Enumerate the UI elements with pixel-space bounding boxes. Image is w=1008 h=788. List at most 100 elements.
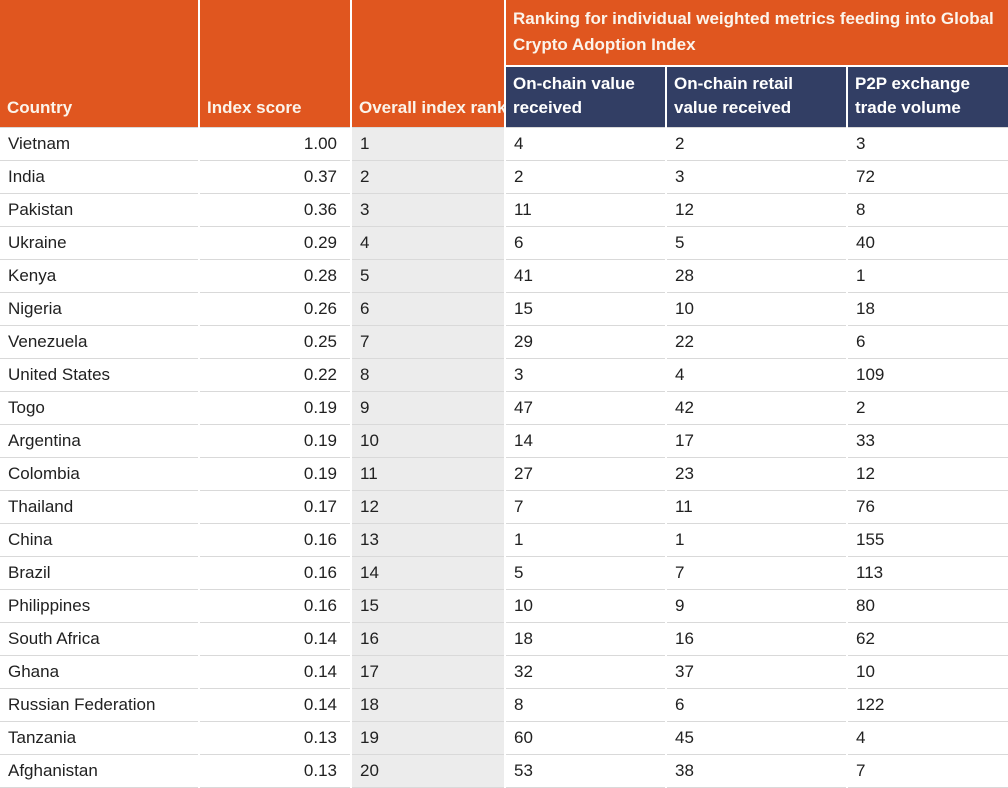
cell-onchain-value-received: 5 [504,556,666,590]
table-row: Nigeria 0.26 6 15 10 18 [0,292,1008,326]
cell-country: South Africa [0,622,199,656]
cell-overall-index-ranking: 4 [350,226,505,260]
cell-overall-index-ranking: 6 [350,292,505,326]
cell-country: Ghana [0,655,199,689]
cell-overall-index-ranking: 2 [350,160,505,194]
cell-index-score: 0.25 [198,325,351,359]
table-row: Thailand 0.17 12 7 11 76 [0,490,1008,524]
cell-overall-index-ranking: 11 [350,457,505,491]
cell-onchain-retail-value-received: 4 [665,358,847,392]
cell-overall-index-ranking: 17 [350,655,505,689]
cell-overall-index-ranking: 19 [350,721,505,755]
cell-onchain-value-received: 60 [504,721,666,755]
cell-onchain-retail-value-received: 17 [665,424,847,458]
cell-onchain-value-received: 11 [504,193,666,227]
cell-onchain-value-received: 29 [504,325,666,359]
cell-overall-index-ranking: 5 [350,259,505,293]
cell-onchain-value-received: 6 [504,226,666,260]
cell-p2p-exchange-trade-volume: 80 [845,589,1008,623]
table-row: Brazil 0.16 14 5 7 113 [0,556,1008,590]
header-row-group: Country Index score Overall index rankin… [0,0,1008,128]
cell-onchain-value-received: 15 [504,292,666,326]
cell-index-score: 0.29 [198,226,351,260]
cell-overall-index-ranking: 8 [350,358,505,392]
cell-onchain-retail-value-received: 45 [665,721,847,755]
cell-index-score: 0.13 [198,754,351,788]
column-header-onchain-retail-value-received: On-chain retail value received [665,65,847,128]
table-row: India 0.37 2 2 3 72 [0,160,1008,194]
table-row: Venezuela 0.25 7 29 22 6 [0,325,1008,359]
cell-onchain-retail-value-received: 42 [665,391,847,425]
cell-p2p-exchange-trade-volume: 122 [845,688,1008,722]
column-header-overall-index-ranking: Overall index ranking [350,0,505,128]
cell-index-score: 0.37 [198,160,351,194]
cell-onchain-retail-value-received: 2 [665,127,847,161]
cell-onchain-value-received: 47 [504,391,666,425]
cell-overall-index-ranking: 3 [350,193,505,227]
cell-p2p-exchange-trade-volume: 6 [845,325,1008,359]
cell-overall-index-ranking: 1 [350,127,505,161]
cell-index-score: 0.14 [198,688,351,722]
cell-p2p-exchange-trade-volume: 7 [845,754,1008,788]
cell-country: Colombia [0,457,199,491]
cell-index-score: 0.16 [198,589,351,623]
table-row: Vietnam 1.00 1 4 2 3 [0,127,1008,161]
cell-onchain-retail-value-received: 22 [665,325,847,359]
cell-p2p-exchange-trade-volume: 8 [845,193,1008,227]
cell-country: Thailand [0,490,199,524]
table-row: South Africa 0.14 16 18 16 62 [0,622,1008,656]
cell-onchain-retail-value-received: 38 [665,754,847,788]
cell-overall-index-ranking: 14 [350,556,505,590]
table-row: Colombia 0.19 11 27 23 12 [0,457,1008,491]
cell-onchain-value-received: 3 [504,358,666,392]
cell-index-score: 0.22 [198,358,351,392]
cell-overall-index-ranking: 20 [350,754,505,788]
cell-index-score: 0.19 [198,457,351,491]
cell-index-score: 0.16 [198,556,351,590]
cell-country: Togo [0,391,199,425]
cell-index-score: 0.19 [198,424,351,458]
cell-index-score: 0.16 [198,523,351,557]
table-row: United States 0.22 8 3 4 109 [0,358,1008,392]
cell-p2p-exchange-trade-volume: 76 [845,490,1008,524]
cell-onchain-retail-value-received: 9 [665,589,847,623]
column-header-onchain-value-received: On-chain value received [504,65,666,128]
cell-onchain-retail-value-received: 12 [665,193,847,227]
cell-onchain-retail-value-received: 6 [665,688,847,722]
cell-country: Philippines [0,589,199,623]
cell-overall-index-ranking: 12 [350,490,505,524]
cell-onchain-retail-value-received: 10 [665,292,847,326]
cell-country: Russian Federation [0,688,199,722]
cell-country: Vietnam [0,127,199,161]
cell-p2p-exchange-trade-volume: 33 [845,424,1008,458]
cell-p2p-exchange-trade-volume: 2 [845,391,1008,425]
table-row: Kenya 0.28 5 41 28 1 [0,259,1008,293]
column-header-country: Country [0,0,199,128]
cell-onchain-value-received: 7 [504,490,666,524]
cell-index-score: 0.36 [198,193,351,227]
cell-country: Argentina [0,424,199,458]
cell-index-score: 0.26 [198,292,351,326]
cell-country: Nigeria [0,292,199,326]
cell-p2p-exchange-trade-volume: 155 [845,523,1008,557]
cell-onchain-retail-value-received: 23 [665,457,847,491]
cell-overall-index-ranking: 15 [350,589,505,623]
cell-country: China [0,523,199,557]
table-row: Togo 0.19 9 47 42 2 [0,391,1008,425]
cell-p2p-exchange-trade-volume: 10 [845,655,1008,689]
cell-index-score: 0.17 [198,490,351,524]
cell-onchain-retail-value-received: 5 [665,226,847,260]
cell-p2p-exchange-trade-volume: 62 [845,622,1008,656]
cell-country: Afghanistan [0,754,199,788]
cell-overall-index-ranking: 13 [350,523,505,557]
table-row: Ghana 0.14 17 32 37 10 [0,655,1008,689]
cell-index-score: 0.19 [198,391,351,425]
cell-p2p-exchange-trade-volume: 3 [845,127,1008,161]
cell-p2p-exchange-trade-volume: 40 [845,226,1008,260]
cell-country: Brazil [0,556,199,590]
table-row: Russian Federation 0.14 18 8 6 122 [0,688,1008,722]
cell-index-score: 0.13 [198,721,351,755]
cell-onchain-retail-value-received: 16 [665,622,847,656]
cell-country: Venezuela [0,325,199,359]
